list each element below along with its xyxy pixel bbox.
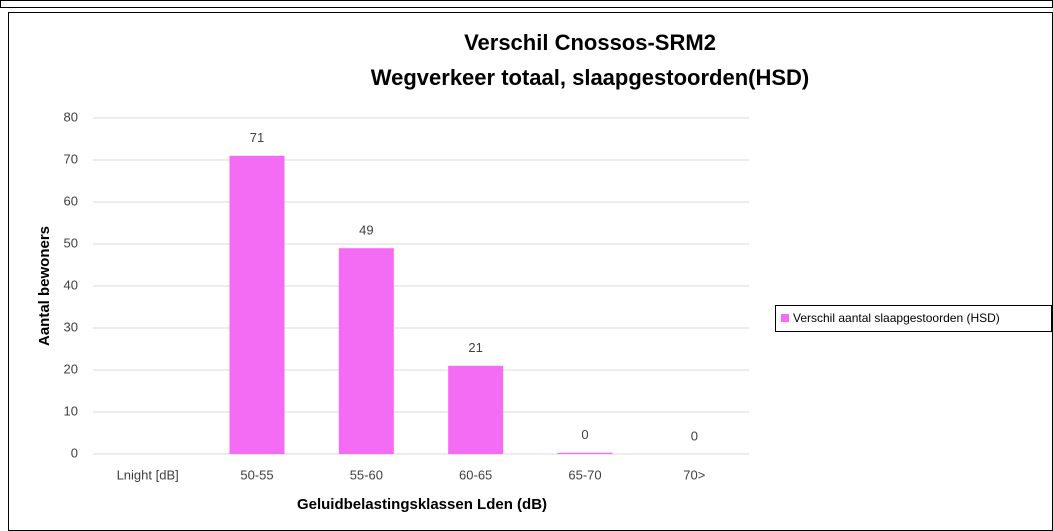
data-label: 0 <box>691 428 698 443</box>
x-tick-label: Lnight [dB] <box>117 467 179 482</box>
bar <box>557 452 613 454</box>
x-tick-label: 50-55 <box>240 467 273 482</box>
y-tick-label: 20 <box>64 361 78 376</box>
bar <box>338 248 394 454</box>
chart-frame <box>8 12 1053 531</box>
top-frame <box>0 0 1053 8</box>
y-tick-label: 50 <box>64 235 78 250</box>
y-tick-label: 60 <box>64 193 78 208</box>
chart-title: Verschil Cnossos-SRM2 <box>464 30 716 55</box>
bar <box>448 365 504 454</box>
x-axis-label: Geluidbelastingsklassen Lden (dB) <box>297 496 547 513</box>
data-label: 21 <box>468 340 482 355</box>
bar <box>229 155 285 455</box>
chart-subtitle: Wegverkeer totaal, slaapgestoorden(HSD) <box>371 65 810 90</box>
y-tick-label: 10 <box>64 403 78 418</box>
y-tick-label: 70 <box>64 151 78 166</box>
legend-swatch <box>781 314 789 322</box>
data-label: 0 <box>581 427 588 442</box>
data-label: 71 <box>250 130 264 145</box>
data-label: 49 <box>359 223 373 238</box>
y-tick-label: 30 <box>64 319 78 334</box>
y-tick-label: 40 <box>64 277 78 292</box>
y-tick-label: 0 <box>71 445 78 460</box>
x-tick-label: 55-60 <box>350 467 383 482</box>
legend-box <box>775 305 1052 332</box>
x-tick-label: 70> <box>683 467 705 482</box>
y-tick-label: 80 <box>64 109 78 124</box>
legend-label: Verschil aantal slaapgestoorden (HSD) <box>793 311 1000 325</box>
y-axis-label: Aantal bewoners <box>36 226 53 346</box>
x-tick-label: 60-65 <box>459 467 492 482</box>
x-tick-label: 65-70 <box>568 467 601 482</box>
